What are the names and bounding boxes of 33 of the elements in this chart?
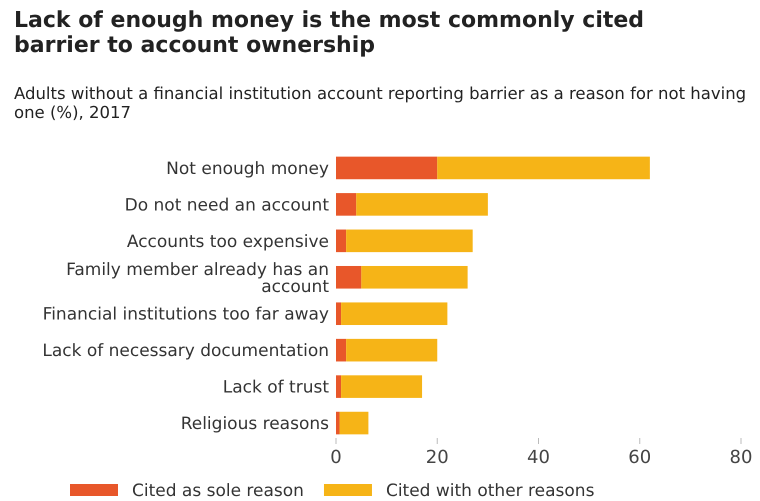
bar <box>346 338 438 362</box>
y-tick-label: Religious reasons <box>180 414 330 434</box>
bar <box>336 302 342 326</box>
y-tick-label: Financial institutions too far away <box>42 304 329 325</box>
bar <box>336 156 438 180</box>
bar <box>336 412 340 434</box>
bar <box>336 266 362 289</box>
bar <box>356 193 488 216</box>
bar <box>341 375 422 398</box>
bar <box>336 230 346 252</box>
y-tick-label: Family member already has an account <box>66 260 330 297</box>
x-tick-label: 20 <box>426 446 449 468</box>
x-tick-label: 80 <box>730 446 752 468</box>
chart-title: Lack of enough money is the most commonly cited barrier to account ownership <box>14 8 646 58</box>
y-tick-label: Not enough money <box>166 158 329 179</box>
bar <box>361 266 468 289</box>
x-tick-label: 0 <box>330 446 342 468</box>
bar <box>340 412 368 434</box>
x-tick-label: 40 <box>527 446 550 468</box>
chart-subtitle: Adults without a financial institution account reporting barrier as a reason for not having one (%), 2017 <box>14 84 748 122</box>
y-tick-label: Do not need an account <box>124 195 330 216</box>
bar <box>346 230 473 252</box>
y-tick-label: Accounts too expensive <box>126 232 329 252</box>
legend-label: Cited with other reasons <box>386 481 595 501</box>
bar <box>336 375 342 398</box>
y-tick-label: Lack of trust <box>222 378 330 398</box>
x-tick-label: 60 <box>628 446 652 468</box>
bar <box>336 338 346 362</box>
bar <box>437 156 650 180</box>
bar <box>341 302 448 326</box>
y-tick-label: Lack of necessary documentation <box>42 341 329 362</box>
legend-label: Cited as sole reason <box>132 481 304 501</box>
bar <box>336 193 356 216</box>
